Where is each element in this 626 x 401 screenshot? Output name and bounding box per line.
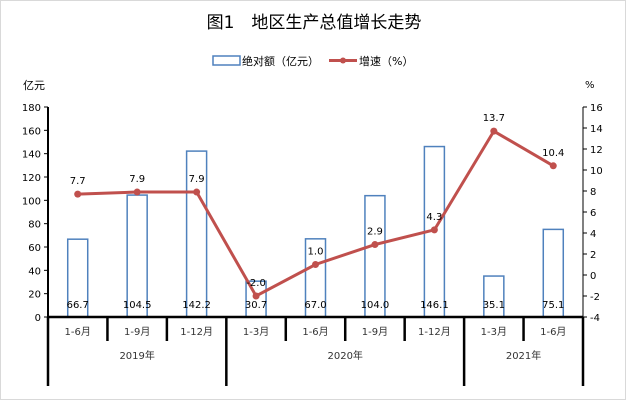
left-tick-label: 180 [22, 103, 41, 114]
growth-value-label: 7.7 [70, 176, 86, 187]
growth-point [430, 226, 438, 234]
right-tick-label: -4 [590, 313, 600, 324]
bar-value-label: 146.1 [420, 300, 449, 311]
bar-value-label: 75.1 [542, 300, 564, 311]
category-label: 1-6月 [65, 326, 91, 338]
right-tick-label: 14 [590, 124, 603, 135]
bar-value-label: 35.1 [483, 300, 505, 311]
right-tick-label: 10 [590, 166, 603, 177]
growth-point [371, 241, 379, 249]
group-label: 2020年 [327, 349, 362, 362]
right-tick-label: 4 [590, 229, 596, 240]
bar-value-label: 66.7 [67, 300, 89, 311]
category-label: 1-12月 [180, 326, 213, 338]
left-tick-label: 20 [28, 290, 41, 301]
left-tick-label: 160 [22, 126, 41, 137]
group-label: 2021年 [506, 349, 541, 362]
group-label: 2019年 [119, 349, 154, 362]
growth-value-label: 7.9 [129, 174, 145, 185]
category-label: 1-6月 [540, 326, 566, 338]
bar-value-label: 104.5 [123, 300, 152, 311]
left-tick-label: 140 [22, 150, 41, 161]
growth-point [193, 188, 201, 196]
right-tick-label: 8 [590, 187, 596, 198]
growth-value-label: 2.9 [367, 227, 383, 238]
category-label: 1-9月 [124, 326, 150, 338]
category-label: 1-6月 [302, 326, 328, 338]
chart-title: 图1 地区生产总值增长走势 [207, 13, 422, 33]
growth-point [133, 188, 141, 196]
left-tick-label: 100 [22, 196, 41, 207]
category-label: 1-3月 [243, 326, 269, 338]
legend-bar-label: 绝对额（亿元） [242, 54, 319, 68]
right-tick-label: 2 [590, 250, 596, 261]
bar [126, 194, 148, 318]
right-tick-label: 6 [590, 208, 596, 219]
left-tick-label: 80 [28, 220, 41, 231]
growth-point [549, 162, 557, 170]
category-label: 1-12月 [418, 326, 451, 338]
growth-point [74, 190, 82, 198]
growth-value-label: 1.0 [308, 247, 324, 258]
growth-point [312, 261, 319, 268]
right-axis-title: % [585, 80, 595, 91]
legend-line-marker [340, 57, 346, 64]
growth-value-label: -2.0 [246, 278, 266, 289]
legend-bar-swatch [212, 55, 241, 66]
right-tick-label: 12 [590, 145, 603, 156]
right-tick-label: 16 [590, 103, 603, 114]
left-tick-label: 0 [35, 313, 41, 324]
growth-value-label: 10.4 [542, 148, 564, 159]
growth-value-label: 7.9 [189, 174, 205, 185]
right-tick-label: 0 [590, 271, 596, 282]
growth-point [252, 292, 260, 300]
bar-value-label: 67.0 [304, 300, 326, 311]
left-tick-label: 60 [28, 243, 41, 254]
bar-value-label: 142.2 [182, 300, 211, 311]
category-label: 1-3月 [481, 326, 507, 338]
category-label: 1-9月 [362, 326, 388, 338]
growth-value-label: 13.7 [483, 113, 505, 124]
growth-value-label: 4.3 [426, 212, 442, 223]
bar [364, 194, 386, 318]
left-tick-label: 40 [28, 266, 41, 277]
right-tick-label: -2 [590, 292, 600, 303]
growth-point [490, 127, 498, 135]
left-axis-title: 亿元 [23, 79, 45, 92]
bar-value-label: 104.0 [361, 300, 390, 311]
bar-value-label: 30.7 [245, 300, 267, 311]
legend-line-label: 增速（%） [359, 54, 413, 68]
left-tick-label: 120 [22, 173, 41, 184]
